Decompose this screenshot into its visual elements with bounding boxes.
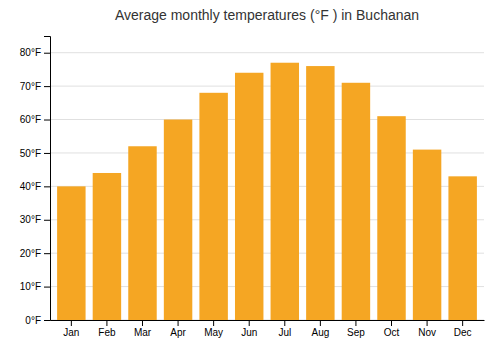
y-tick-label: 10°F [20, 281, 41, 292]
x-tick-mark [391, 320, 392, 326]
x-tick-label: Jul [278, 327, 291, 338]
bar [342, 83, 370, 320]
bar [93, 173, 121, 320]
x-tick: Aug [311, 320, 329, 338]
y-tick-label: 0°F [25, 315, 41, 326]
y-tick-label: 70°F [20, 81, 41, 92]
grid [50, 53, 484, 320]
y-tick: 0°F [25, 315, 50, 326]
bar [306, 66, 334, 320]
y-tick-label: 20°F [20, 248, 41, 259]
x-tick: Mar [134, 320, 152, 338]
bar [377, 116, 405, 320]
x-tick: Jun [241, 320, 257, 338]
y-tick-mark [44, 86, 50, 87]
y-tick: 50°F [20, 148, 50, 159]
x-tick: Dec [454, 320, 472, 338]
x-tick: Feb [98, 320, 116, 338]
x-tick: Oct [384, 320, 400, 338]
bar [128, 146, 156, 320]
y-tick-mark [44, 153, 50, 154]
x-tick-mark [355, 320, 356, 326]
grid-line [50, 119, 484, 120]
x-tick-label: Oct [384, 327, 400, 338]
y-tick-mark [44, 220, 50, 221]
x-tick: Jul [278, 320, 291, 338]
x-tick-mark [178, 320, 179, 326]
y-tick-label: 40°F [20, 181, 41, 192]
x-tick-label: Jan [63, 327, 79, 338]
x-tick-mark [462, 320, 463, 326]
y-tick-mark [44, 320, 50, 321]
x-tick-label: Sep [347, 327, 365, 338]
x-axis: Jan Feb Mar Apr May Jun Jul Aug Sep Oct Nov Dec [51, 320, 485, 338]
title: Average monthly temperatures (°F ) in Bu… [115, 7, 419, 23]
x-tick-label: May [204, 327, 223, 338]
y-tick: 30°F [20, 214, 50, 225]
y-tick: 20°F [20, 248, 50, 259]
bar [413, 150, 441, 320]
bar [57, 186, 85, 320]
y-tick-label: 50°F [20, 148, 41, 159]
x-tick-label: Mar [134, 327, 152, 338]
bar [199, 93, 227, 320]
y-tick-mark [44, 53, 50, 54]
x-tick-mark [71, 320, 72, 326]
plot-area [57, 63, 477, 320]
x-tick-mark [284, 320, 285, 326]
y-tick: 10°F [20, 281, 50, 292]
x-tick: Jan [63, 320, 79, 338]
y-tick-mark [44, 186, 50, 187]
x-axis-line [51, 320, 485, 321]
bar [448, 176, 476, 320]
bar [235, 73, 263, 320]
x-tick-mark [213, 320, 214, 326]
bar [271, 63, 299, 320]
y-tick-label: 80°F [20, 47, 41, 58]
x-tick: Apr [170, 320, 186, 338]
y-axis-line [44, 37, 51, 321]
y-tick-label: 30°F [20, 214, 41, 225]
x-tick-mark [249, 320, 250, 326]
x-tick-label: Aug [311, 327, 329, 338]
y-tick-mark [44, 120, 50, 121]
x-tick-label: Apr [170, 327, 186, 338]
y-tick-label: 60°F [20, 114, 41, 125]
y-tick-mark [44, 287, 50, 288]
y-tick-mark [44, 253, 50, 254]
y-tick: 60°F [20, 114, 50, 125]
x-tick-mark [427, 320, 428, 326]
y-tick: 80°F [20, 47, 50, 58]
x-tick-mark [106, 320, 107, 326]
x-tick-mark [142, 320, 143, 326]
x-tick-label: Nov [418, 327, 436, 338]
x-tick-mark [320, 320, 321, 326]
x-tick-label: Feb [98, 327, 116, 338]
y-tick: 70°F [20, 81, 50, 92]
y-tick: 40°F [20, 181, 50, 192]
bar [164, 120, 192, 320]
x-tick: Sep [347, 320, 365, 338]
x-tick-label: Jun [241, 327, 257, 338]
chart: 0°F 10°F 20°F 30°F 40°F 50°F 60°F 70°F 80°F Jan Fe… [0, 0, 500, 350]
y-axis: 0°F 10°F 20°F 30°F 40°F 50°F 60°F 70°F 80°F [20, 37, 51, 326]
x-tick: Nov [418, 320, 436, 338]
x-tick-label: Dec [454, 327, 472, 338]
grid-line [50, 52, 484, 53]
grid-line [50, 86, 484, 87]
x-tick: May [204, 320, 223, 338]
